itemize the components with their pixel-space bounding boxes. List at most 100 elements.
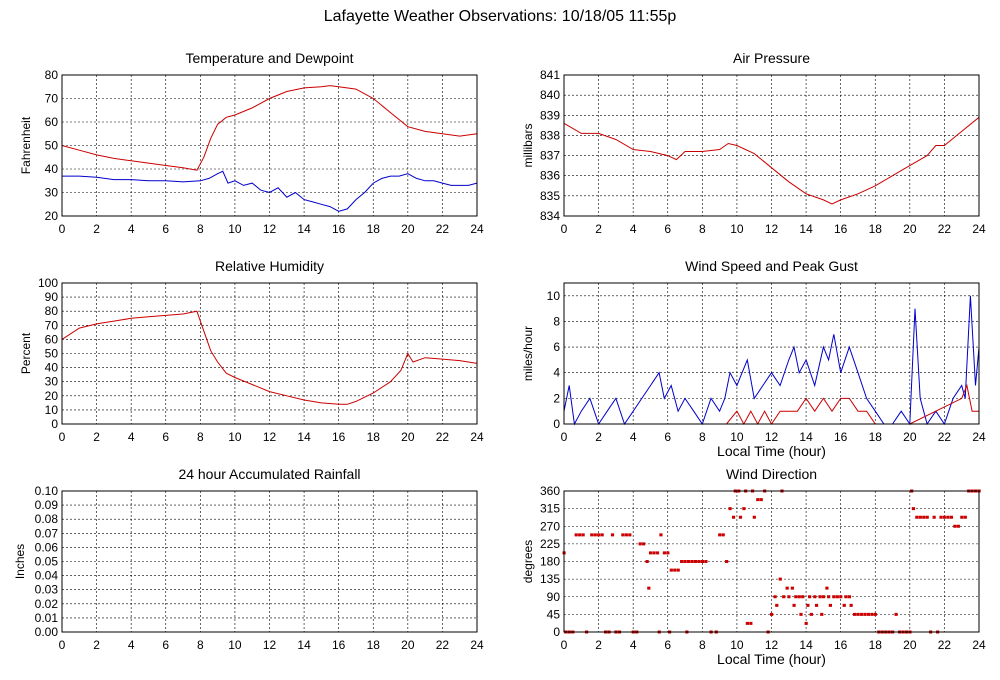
y-tick-label: 10	[547, 289, 561, 303]
data-point	[578, 533, 582, 537]
x-tick-label: 8	[197, 222, 204, 236]
data-point	[794, 595, 798, 599]
data-point	[648, 551, 653, 555]
x-tick-label: 2	[595, 638, 602, 652]
x-tick-label: 16	[332, 222, 346, 236]
data-point	[894, 612, 898, 616]
y-tick-label: 0.01	[35, 611, 59, 625]
y-tick-label: 60	[45, 115, 59, 129]
data-point	[956, 524, 960, 528]
data-point	[842, 603, 846, 607]
x-tick-label: 6	[162, 430, 169, 444]
data-point	[680, 560, 684, 563]
y-tick-label: 840	[540, 88, 560, 102]
x-tick-label: 14	[297, 222, 311, 236]
data-point	[655, 551, 660, 555]
data-point	[700, 560, 705, 563]
data-point	[832, 595, 836, 599]
y-tick-label: 10	[45, 403, 59, 417]
y-axis-label: Fahrenheit	[19, 116, 33, 174]
data-point	[638, 542, 642, 546]
data-point	[785, 586, 789, 590]
x-tick-label: 14	[297, 430, 311, 444]
data-point	[797, 595, 801, 599]
y-tick-label: 0.00	[35, 625, 59, 639]
data-point	[693, 560, 698, 563]
y-tick-label: 40	[45, 162, 59, 176]
x-tick-label: 2	[93, 222, 100, 236]
chart-title: Wind Direction	[726, 466, 817, 482]
x-tick-label: 4	[630, 222, 637, 236]
data-point	[844, 595, 848, 599]
data-point	[621, 533, 625, 537]
data-point	[759, 498, 763, 502]
gridlines	[62, 283, 477, 424]
x-tick-label: 24	[972, 430, 986, 444]
data-point	[659, 533, 663, 537]
data-point	[806, 603, 810, 607]
x-tick-label: 8	[699, 222, 706, 236]
plot-frame	[61, 282, 478, 425]
data-point	[809, 612, 813, 616]
data-point	[624, 533, 628, 537]
x-tick-label: 4	[128, 638, 135, 652]
y-tick-label: 60	[45, 332, 59, 346]
x-tick-label: 18	[367, 430, 381, 444]
x-tick-label: 2	[595, 430, 602, 444]
y-tick-label: 40	[45, 361, 59, 375]
y-tick-label: 8	[553, 314, 560, 328]
y-tick-label: 4	[553, 366, 560, 380]
x-tick-label: 22	[938, 222, 952, 236]
data-point	[738, 515, 743, 519]
series-line-0	[563, 116, 980, 205]
data-point	[835, 595, 839, 599]
x-tick-label: 8	[699, 638, 706, 652]
x-tick-label: 18	[869, 222, 883, 236]
data-point	[742, 507, 746, 511]
y-tick-label: 20	[45, 209, 59, 223]
chart-title: 24 hour Accumulated Rainfall	[178, 466, 360, 482]
data-point	[728, 507, 732, 511]
data-point	[581, 533, 585, 537]
series-line-0	[563, 295, 980, 426]
data-point	[790, 586, 794, 590]
data-point	[775, 603, 779, 607]
y-tick-label: 0.05	[35, 555, 59, 569]
x-tick-label: 16	[834, 638, 848, 652]
data-point	[821, 595, 826, 599]
data-point	[804, 621, 808, 625]
data-point	[574, 533, 578, 537]
x-tick-label: 2	[595, 222, 602, 236]
x-tick-label: 0	[59, 222, 66, 236]
x-tick-label: 4	[128, 430, 135, 444]
y-tick-label: 0	[553, 625, 560, 639]
x-tick-label: 20	[401, 638, 415, 652]
x-tick-label: 24	[972, 638, 986, 652]
data-point	[749, 621, 753, 625]
x-tick-label: 4	[630, 430, 637, 444]
data-point	[828, 603, 832, 607]
y-tick-label: 270	[540, 519, 560, 533]
data-point	[963, 515, 967, 519]
y-tick-label: 0	[51, 417, 58, 431]
x-tick-label: 24	[470, 430, 484, 444]
data-point	[787, 595, 791, 599]
data-point	[856, 612, 860, 616]
gridlines	[62, 75, 477, 216]
data-point	[610, 533, 615, 537]
x-tick-label: 22	[938, 638, 952, 652]
data-point	[792, 603, 796, 607]
x-tick-label: 4	[128, 222, 135, 236]
data-point	[818, 595, 822, 599]
y-tick-label: 0	[553, 417, 560, 431]
y-tick-label: 50	[45, 139, 59, 153]
y-tick-label: 839	[540, 108, 560, 122]
x-tick-label: 12	[263, 430, 277, 444]
data-point	[939, 515, 943, 519]
data-point	[676, 568, 680, 572]
x-tick-label: 16	[332, 638, 346, 652]
data-point	[827, 595, 831, 599]
y-tick-label: 50	[45, 347, 59, 361]
plot-frame	[563, 282, 980, 425]
